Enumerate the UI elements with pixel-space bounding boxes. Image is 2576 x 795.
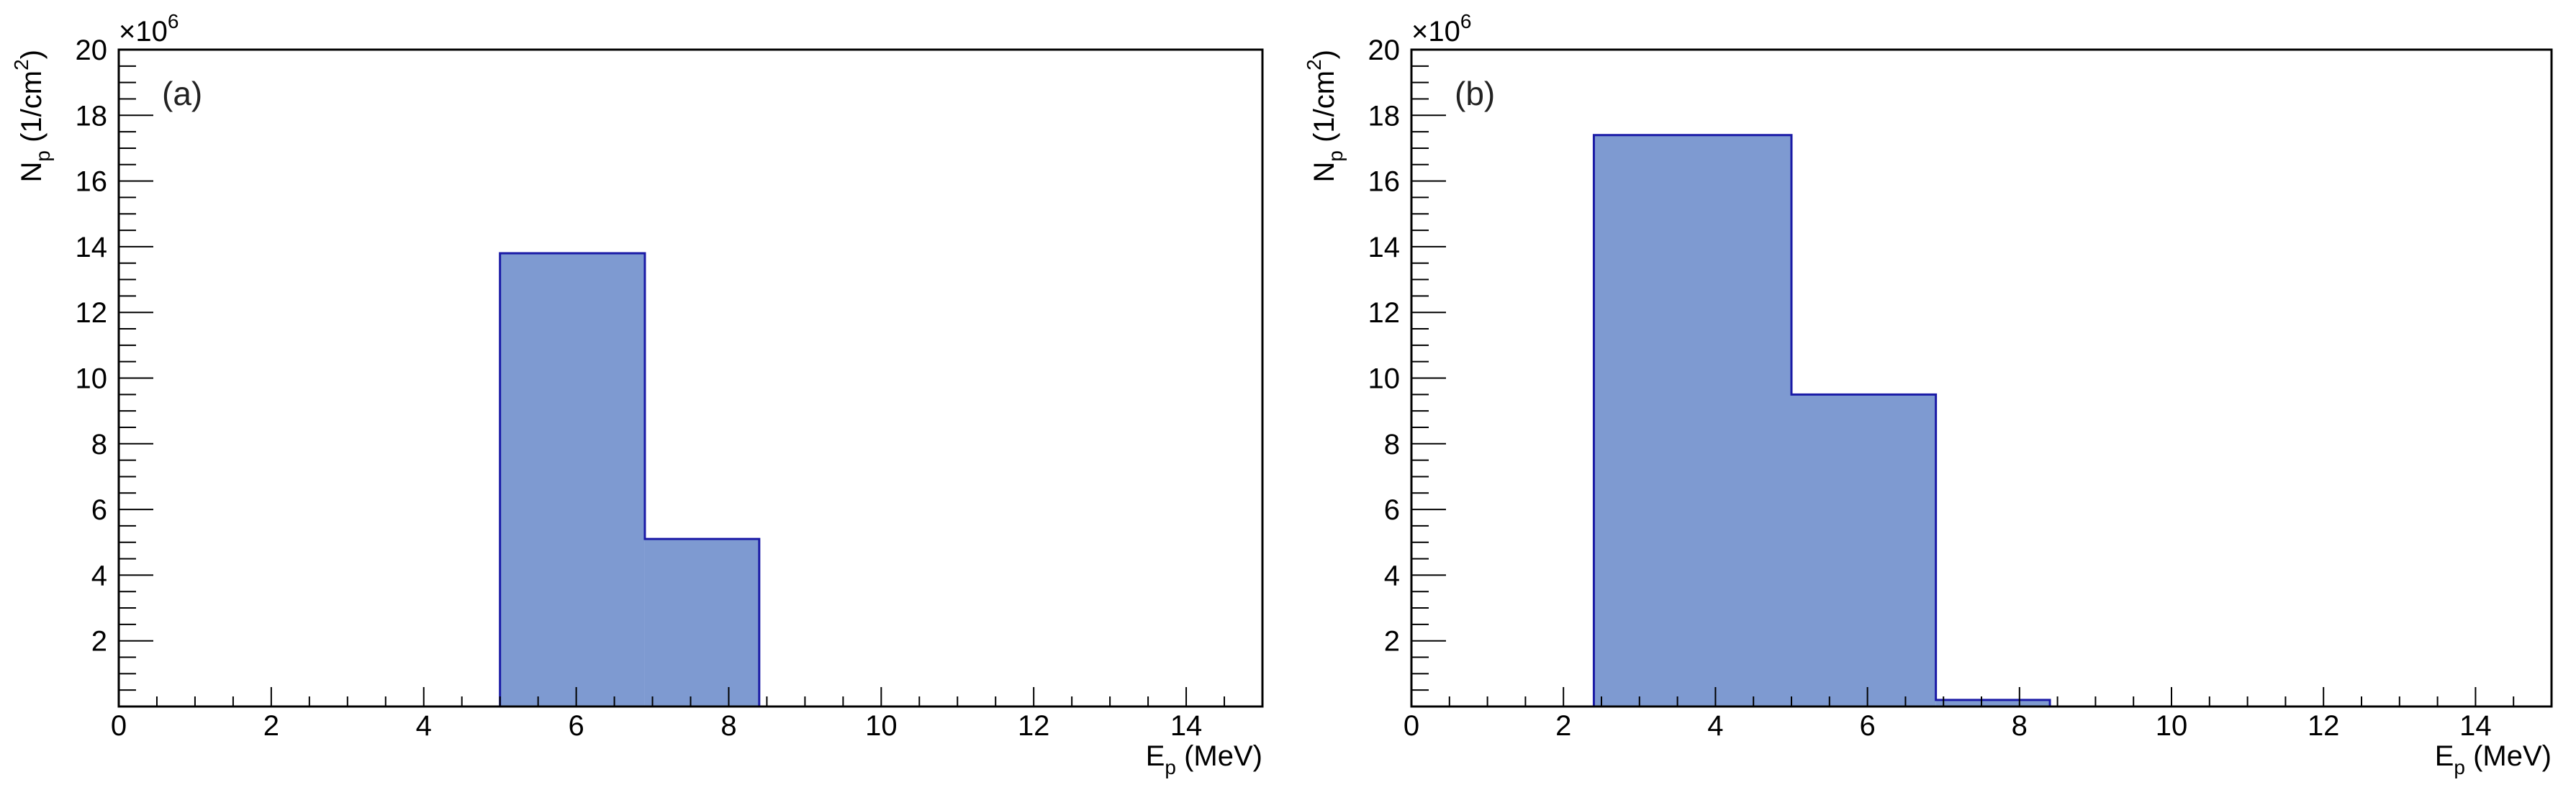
panel-label: (a) [162, 75, 202, 112]
y-tick-label: 8 [1384, 429, 1400, 460]
histogram-bin [1594, 135, 1791, 707]
panel-a: 0 2 4 6 8 10 12 14 2 4 6 8 10 12 14 16 18 20 ×106 (a) Ep (Me… [10, 10, 1264, 778]
y-tick-label: 14 [1368, 232, 1401, 263]
y-tick-label: 14 [76, 232, 108, 263]
y-tick-label: 8 [91, 429, 107, 460]
y-tick-label: 2 [1384, 626, 1400, 658]
x-tick-label: 8 [720, 710, 736, 742]
panel-b: 0 2 4 6 8 10 12 14 2 4 6 8 10 12 14 16 18 20 ×106 (b) Ep (Me… [1288, 0, 2576, 795]
histogram-bars [499, 252, 761, 707]
histogram-outline [499, 252, 761, 707]
x-axis-ticks [118, 687, 1263, 707]
x-tick-label: 2 [263, 710, 279, 742]
y-tick-label: 10 [1368, 363, 1401, 395]
histogram-bin [500, 253, 645, 707]
x-tick-label: 0 [111, 710, 127, 742]
y-axis-title: Np (1/cm2) [10, 50, 54, 183]
y-tick-label: 20 [76, 35, 108, 66]
x-tick-label: 8 [2012, 710, 2028, 742]
histogram-bin [644, 539, 759, 707]
x-tick-label: 14 [1170, 710, 1203, 742]
x-tick-label: 0 [1404, 710, 1419, 742]
x-tick-label: 6 [568, 710, 584, 742]
y-tick-label: 12 [76, 297, 108, 329]
x-tick-label: 4 [1707, 710, 1723, 742]
y-tick-label: 18 [76, 100, 108, 132]
y-tick-label: 16 [76, 166, 108, 198]
panel-label: (b) [1455, 75, 1495, 112]
plot-frame [1410, 48, 2553, 708]
x-tick-label: 12 [2308, 710, 2340, 742]
y-tick-label: 10 [76, 363, 108, 395]
y-tick-label: 20 [1368, 35, 1401, 66]
x-tick-label: 10 [2156, 710, 2188, 742]
x-tick-label: 4 [416, 710, 432, 742]
y-tick-label: 4 [1384, 560, 1400, 591]
x-axis-title: Ep (MeV) [1146, 740, 1262, 778]
y-tick-label: 2 [91, 626, 107, 658]
histogram-bin [1935, 699, 2051, 707]
x-tick-label: 6 [1859, 710, 1875, 742]
y-multiplier: ×106 [119, 10, 178, 47]
y-tick-label: 12 [1368, 297, 1401, 329]
x-tick-label: 12 [1018, 710, 1050, 742]
y-tick-label: 18 [1368, 100, 1401, 132]
histogram-bin [1791, 394, 1936, 707]
x-axis-title: Ep (MeV) [2435, 740, 2552, 778]
histogram-a: 0 2 4 6 8 10 12 14 2 4 6 8 10 12 14 16 18 20 ×106 (a) Ep (Me… [10, 10, 1264, 778]
histogram-b: 0 2 4 6 8 10 12 14 2 4 6 8 10 12 14 16 18 20 ×106 (b) Ep (Me… [1303, 10, 2553, 778]
y-multiplier: ×106 [1411, 10, 1471, 47]
y-tick-label: 6 [1384, 494, 1400, 526]
x-tick-label: 14 [2459, 710, 2492, 742]
x-tick-label: 10 [865, 710, 898, 742]
y-tick-label: 16 [1368, 166, 1401, 198]
y-tick-label: 4 [91, 560, 107, 591]
y-axis-title: Np (1/cm2) [1303, 50, 1347, 183]
y-axis-ticks [119, 49, 153, 707]
y-tick-label: 6 [91, 494, 107, 526]
x-tick-label: 2 [1555, 710, 1571, 742]
histogram-bars [1592, 134, 2051, 707]
y-axis-ticks [1411, 49, 1446, 707]
histogram-outline [1592, 134, 2051, 707]
x-axis-ticks [1411, 687, 2552, 707]
